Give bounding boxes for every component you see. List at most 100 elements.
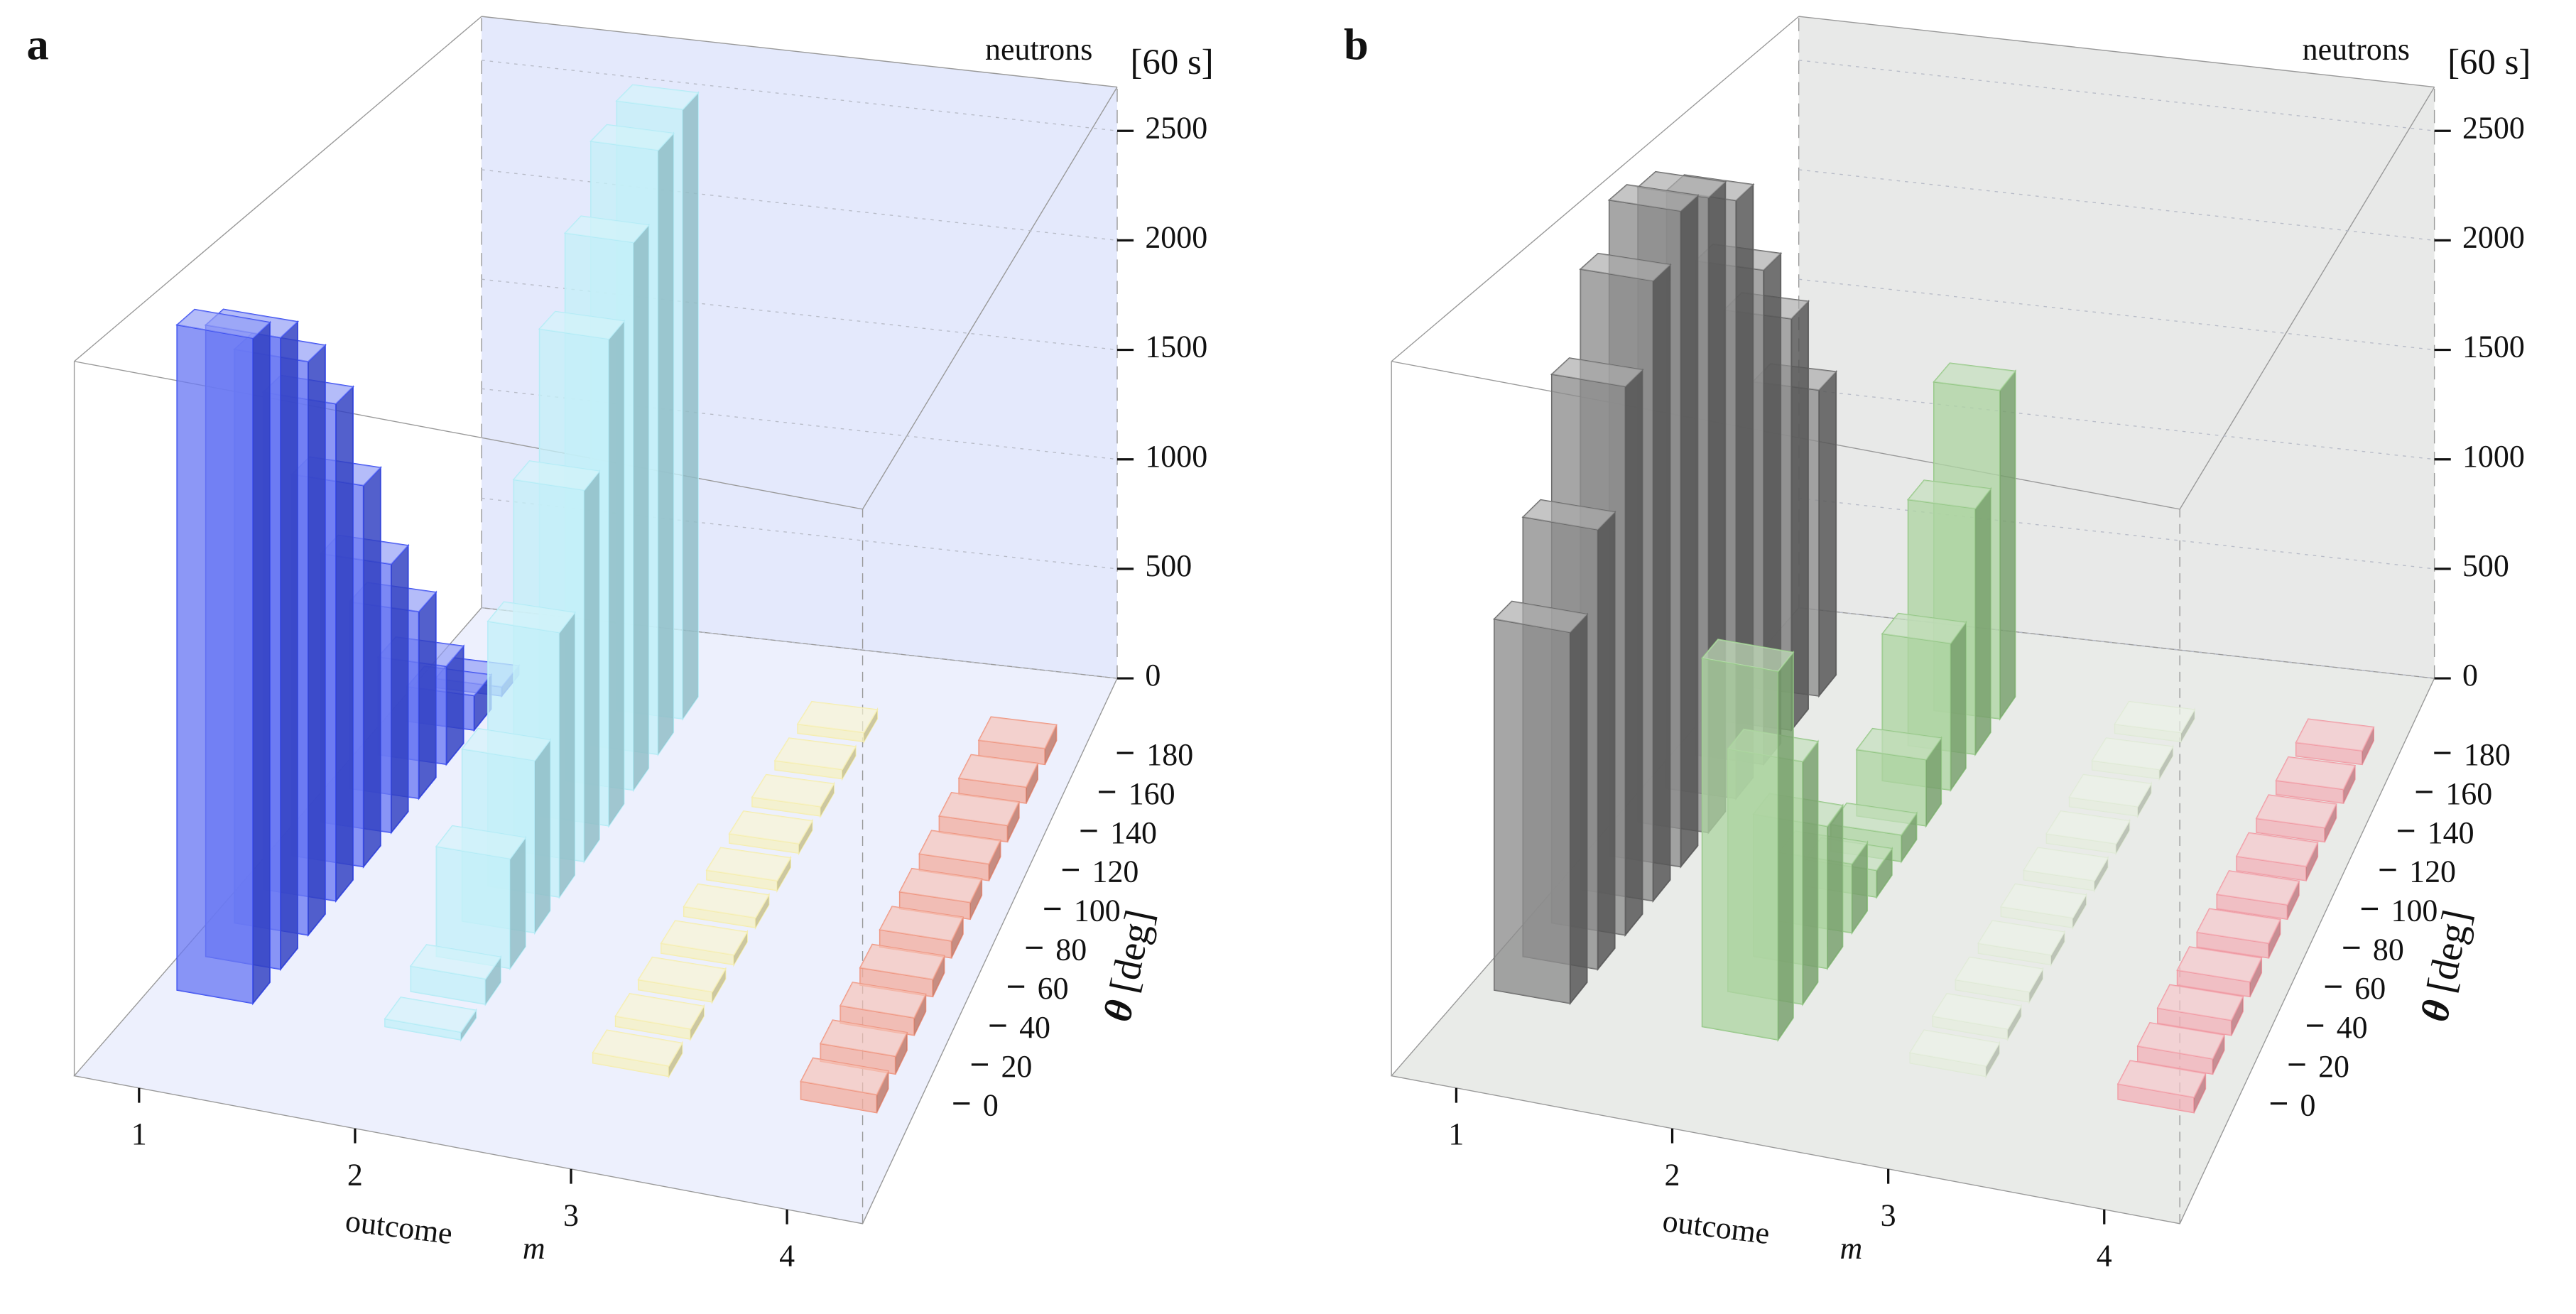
bar-front-shine	[1955, 979, 2030, 1002]
bar-top	[918, 830, 1001, 865]
y-tick-label: 40	[2337, 1010, 2368, 1045]
bar-top	[1881, 612, 1967, 644]
bar-side-shade	[308, 345, 325, 935]
box-edge	[2179, 87, 2435, 510]
z-tick-label: 1500	[1145, 330, 1207, 364]
bar-top	[175, 308, 271, 340]
bar	[898, 867, 983, 921]
bar-top-shine	[2092, 738, 2173, 770]
bar-side-shade	[1778, 652, 1793, 1041]
bar	[839, 982, 927, 1036]
bar-top-shine	[1933, 994, 2021, 1029]
bar-side-shade	[933, 955, 945, 997]
bar-side-shade	[658, 133, 674, 755]
bar-side-shade	[1763, 253, 1781, 765]
bar-side-shade	[1803, 742, 1818, 1004]
bar-side-shade	[842, 746, 856, 779]
bar-side-shade	[391, 545, 408, 833]
bar-top-shine	[1609, 185, 1698, 212]
bar-top	[1906, 479, 1992, 509]
bar-side-shade	[2343, 765, 2355, 803]
bar-top	[487, 601, 576, 634]
bar-top	[2023, 847, 2109, 881]
bar-side-shade	[1999, 371, 2016, 719]
bar-side-shade	[1901, 813, 1917, 862]
bar-top-shine	[1857, 728, 1942, 760]
bar-top	[1493, 600, 1589, 634]
bar-top	[2136, 1021, 2225, 1060]
bar-top-shine	[2157, 984, 2243, 1021]
bar-top-shine	[979, 717, 1057, 749]
x-axis-var: m	[1840, 1231, 1863, 1266]
bar-top	[409, 944, 502, 980]
bar	[592, 1029, 683, 1079]
y-tick-label: 20	[2318, 1049, 2349, 1084]
bar	[683, 883, 771, 930]
bar-side-shade	[2362, 727, 2374, 765]
bar-front-shine	[840, 1005, 915, 1036]
bar-side-shade	[559, 612, 575, 898]
bar-front-shine	[615, 1016, 691, 1039]
bar-side-shade	[609, 321, 624, 826]
bar-front-shine	[2177, 970, 2250, 997]
bar-top-shine	[879, 906, 963, 941]
bar	[660, 920, 749, 967]
bar-top-shine	[1638, 171, 1726, 198]
bar-top-shine	[1882, 613, 1966, 644]
y-tick-label: 40	[1019, 1010, 1050, 1045]
box-edge	[74, 16, 482, 362]
bar-top-shine	[775, 738, 856, 770]
bar-top	[1908, 1029, 2001, 1067]
bar	[819, 1019, 908, 1075]
bar	[859, 943, 945, 998]
bar-front-shine	[707, 870, 778, 891]
bar-side-shade	[820, 783, 835, 816]
bar-top-shine	[1580, 253, 1670, 281]
y-tick-label: 140	[1110, 815, 1157, 850]
bar-top-shine	[800, 1058, 888, 1095]
bar-top	[1955, 956, 2044, 993]
bar-top-shine	[729, 811, 813, 844]
bar-top	[2176, 946, 2263, 983]
bar-front-shine	[411, 966, 486, 1004]
bar-front-shine	[436, 846, 511, 969]
bar-front-shine	[1978, 943, 2051, 965]
bar-side-shade	[1045, 724, 1057, 765]
bar-top-shine	[616, 85, 698, 110]
bar-side-shade	[1975, 489, 1991, 755]
bar-top	[660, 920, 749, 956]
bar-front-shine	[2118, 1084, 2195, 1113]
bar-top	[819, 1019, 908, 1058]
bar	[2295, 718, 2375, 766]
x-tick-label: 2	[1665, 1157, 1680, 1192]
y-tick-label: 0	[2300, 1088, 2315, 1123]
bar-top	[2000, 883, 2087, 919]
bar-top	[435, 825, 527, 859]
bar-side-shade	[2181, 710, 2195, 742]
bar-top-shine	[2114, 701, 2195, 733]
bar-top	[839, 982, 927, 1019]
z-tick-label: 500	[2462, 548, 2509, 583]
bar	[2216, 870, 2300, 921]
bar-side-shade	[2050, 932, 2065, 965]
bar-side-shade	[534, 739, 550, 933]
bar-top-shine	[1908, 480, 1991, 509]
bar-top-shine	[683, 884, 769, 918]
bar-top	[705, 847, 792, 881]
bar-side-shade	[446, 646, 464, 765]
bar-top-shine	[1910, 1030, 2000, 1066]
z-axis-label: neutrons	[2303, 32, 2410, 67]
box-edge	[1798, 16, 2435, 88]
bar	[728, 810, 814, 856]
bar	[637, 956, 727, 1005]
bar-side-shade	[2325, 804, 2337, 842]
x-tick-label: 3	[1881, 1198, 1896, 1232]
y-tick-label: 180	[1146, 737, 1193, 772]
bar-top	[589, 124, 675, 151]
bar	[2068, 773, 2153, 819]
bar-top	[2196, 908, 2281, 945]
bar-top-shine	[591, 124, 674, 151]
bar-front-shine	[1933, 1016, 2008, 1039]
box-edge	[862, 87, 1118, 510]
bar-top	[1855, 727, 1942, 761]
